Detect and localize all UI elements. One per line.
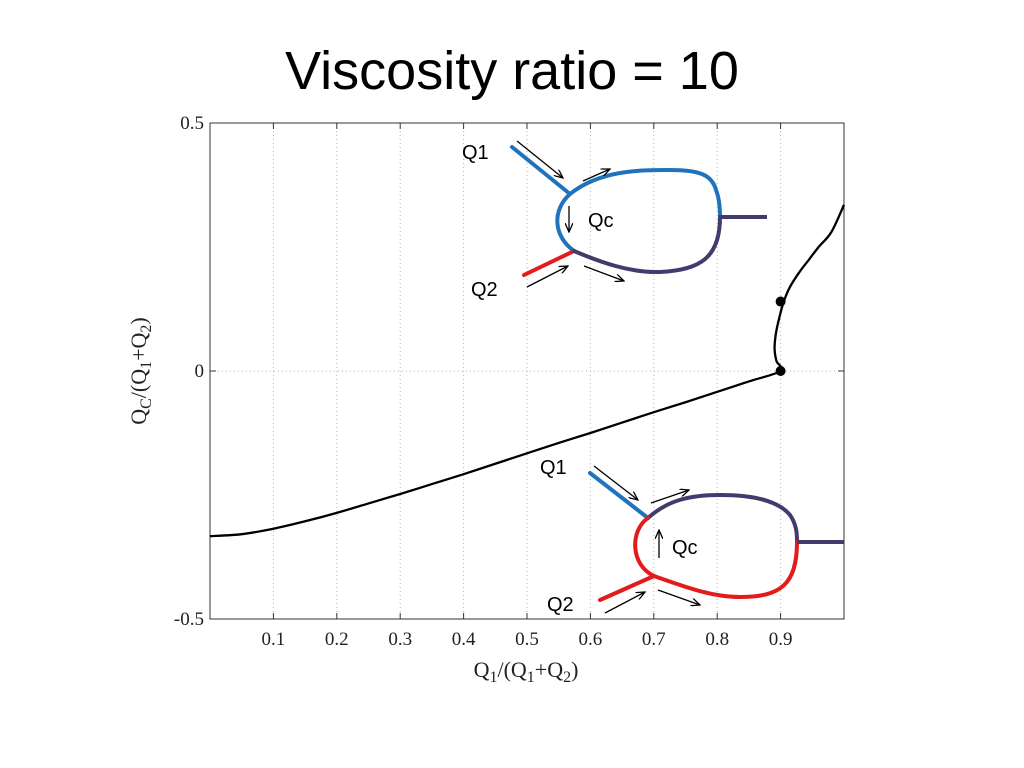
bottom-inlet1-channel bbox=[588, 471, 650, 520]
bottom-connector-channel bbox=[633, 516, 656, 578]
y-axis-label: QC/(Q1+Q2) bbox=[126, 317, 155, 425]
x-tick-label: 0.1 bbox=[262, 629, 286, 650]
bottom-flow-arrow-upper bbox=[650, 490, 689, 504]
x-tick-label: 0.9 bbox=[769, 629, 793, 650]
bottom-qc-label: Qc bbox=[672, 537, 698, 559]
top-q2-arrow bbox=[526, 266, 568, 288]
bottom-q2-label: Q2 bbox=[547, 594, 574, 616]
top-lower-loop bbox=[572, 215, 722, 275]
bottom-q1-label: Q1 bbox=[540, 457, 567, 479]
top-flow-arrow-lower bbox=[583, 265, 624, 281]
bottom-flow-arrow-lower bbox=[657, 589, 700, 605]
series-line bbox=[209, 204, 846, 538]
top-q2-label: Q2 bbox=[471, 279, 498, 301]
slide-title: Viscosity ratio = 10 bbox=[285, 41, 739, 101]
y-tick-labels: -0.5 0 0.5 bbox=[174, 113, 204, 630]
data-point-marker bbox=[775, 366, 786, 376]
bottom-flow-schematic: Q1 Qc Q2 bbox=[540, 457, 844, 616]
x-tick-label: 0.5 bbox=[515, 629, 539, 650]
top-flow-arrow-upper bbox=[582, 169, 610, 182]
y-tick-label: 0.5 bbox=[180, 113, 204, 134]
bottom-upper-loop bbox=[646, 492, 799, 544]
data-series bbox=[209, 204, 846, 538]
y-tick-label: 0 bbox=[195, 361, 205, 382]
x-tick-label: 0.8 bbox=[705, 629, 729, 650]
data-point-marker bbox=[775, 296, 786, 307]
top-q1-label: Q1 bbox=[462, 142, 489, 164]
x-tick-label: 0.4 bbox=[452, 629, 476, 650]
x-tick-label: 0.2 bbox=[325, 629, 349, 650]
x-tick-labels: 0.1 0.2 0.3 0.4 0.5 0.6 0.7 0.8 0.9 bbox=[262, 629, 793, 650]
bottom-lower-loop bbox=[652, 540, 799, 600]
top-qc-label: Qc bbox=[588, 210, 614, 232]
top-flow-schematic: Q1 Qc Q2 bbox=[462, 140, 767, 301]
top-connector-channel bbox=[555, 192, 576, 253]
ticks bbox=[210, 122, 844, 620]
x-tick-label: 0.3 bbox=[388, 629, 412, 650]
x-tick-label: 0.6 bbox=[579, 629, 603, 650]
bottom-q2-arrow bbox=[604, 592, 645, 614]
x-tick-label: 0.7 bbox=[642, 629, 666, 650]
bottom-q1-arrow bbox=[593, 465, 638, 500]
bottom-inlet2-channel bbox=[598, 574, 656, 602]
x-axis-label: Q1/(Q1+Q2) bbox=[474, 657, 579, 686]
top-inlet2-channel bbox=[522, 249, 576, 277]
y-tick-label: -0.5 bbox=[174, 609, 204, 630]
top-inlet1-channel bbox=[510, 145, 572, 196]
top-q1-arrow bbox=[516, 140, 563, 178]
data-markers bbox=[775, 296, 786, 376]
